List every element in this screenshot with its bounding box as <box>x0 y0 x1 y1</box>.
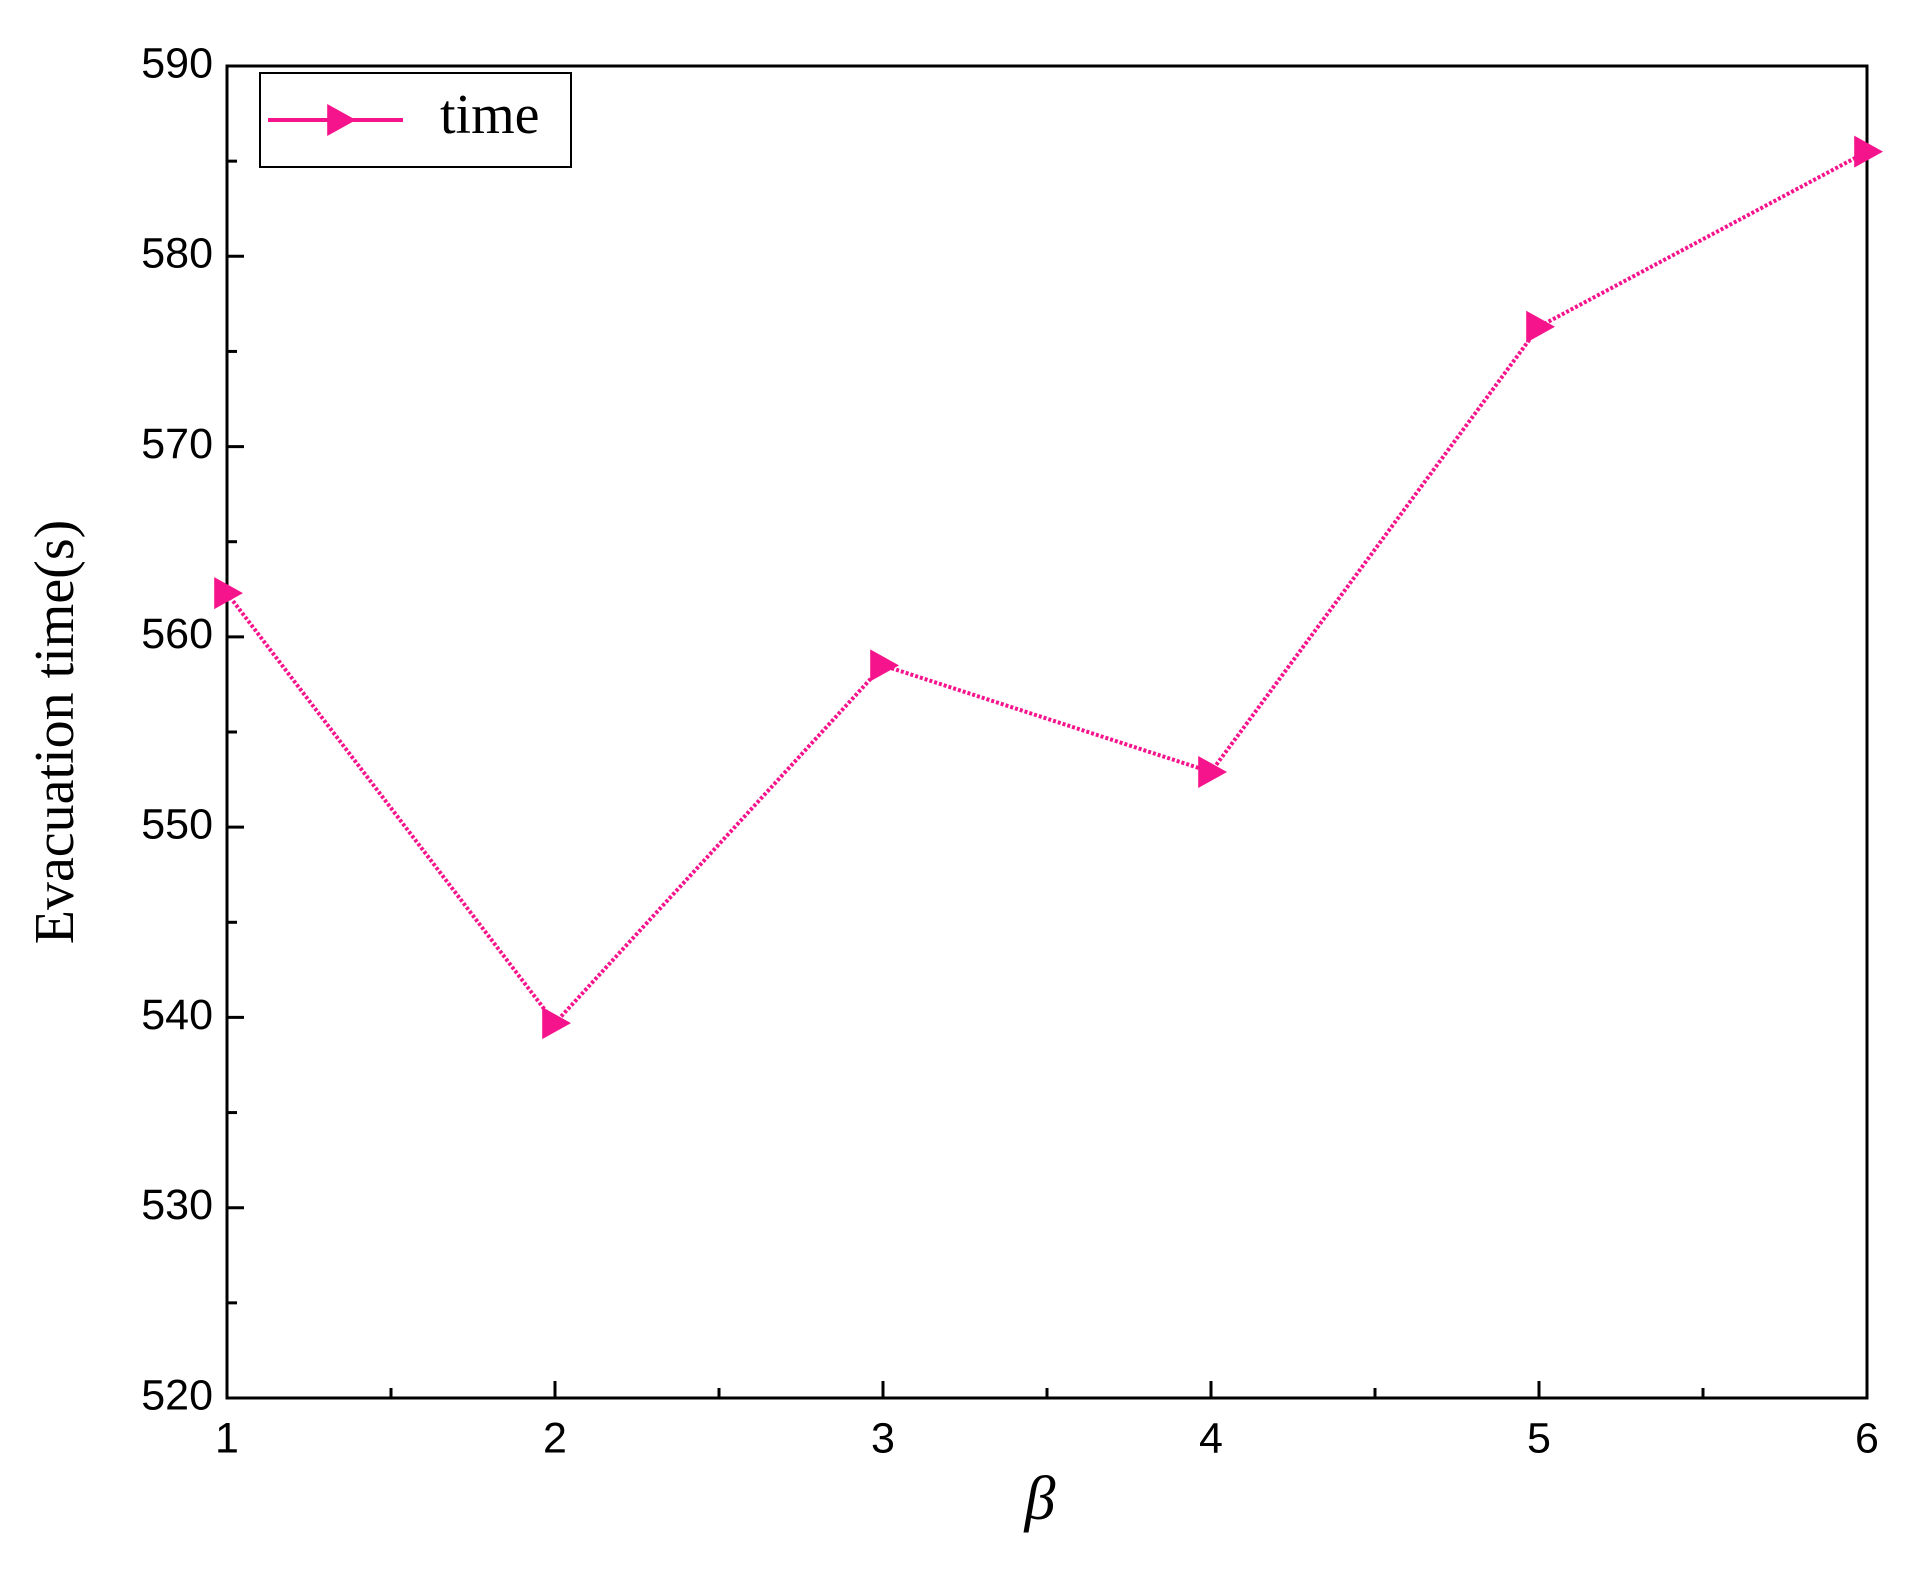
y-tick-label: 550 <box>141 801 213 849</box>
y-tick-label: 560 <box>141 610 213 658</box>
marker <box>542 1007 571 1040</box>
y-tick-label: 530 <box>141 1181 213 1229</box>
y-tick-label: 540 <box>141 991 213 1039</box>
x-tick-label: 5 <box>1527 1414 1551 1462</box>
x-tick-label: 4 <box>1199 1414 1223 1462</box>
series-line <box>225 149 1868 1027</box>
x-axis-label: β <box>1024 1465 1056 1533</box>
legend-label: time <box>440 84 540 146</box>
legend-marker <box>327 104 356 136</box>
marker <box>1854 135 1883 168</box>
y-axis-label: Evacuation time(s) <box>24 520 86 945</box>
y-tick-label: 520 <box>141 1371 213 1419</box>
x-tick-label: 2 <box>543 1414 567 1462</box>
y-tick-label: 590 <box>141 39 213 87</box>
marker <box>1198 755 1227 788</box>
y-tick-label: 570 <box>141 420 213 468</box>
y-tick-label: 580 <box>141 230 213 278</box>
marker <box>1526 310 1555 343</box>
plot-frame <box>225 64 1869 1400</box>
marker <box>214 577 243 610</box>
x-tick-label: 6 <box>1855 1414 1879 1462</box>
x-tick-label: 1 <box>215 1414 239 1462</box>
x-tick-label: 3 <box>871 1414 895 1462</box>
marker <box>870 649 899 682</box>
